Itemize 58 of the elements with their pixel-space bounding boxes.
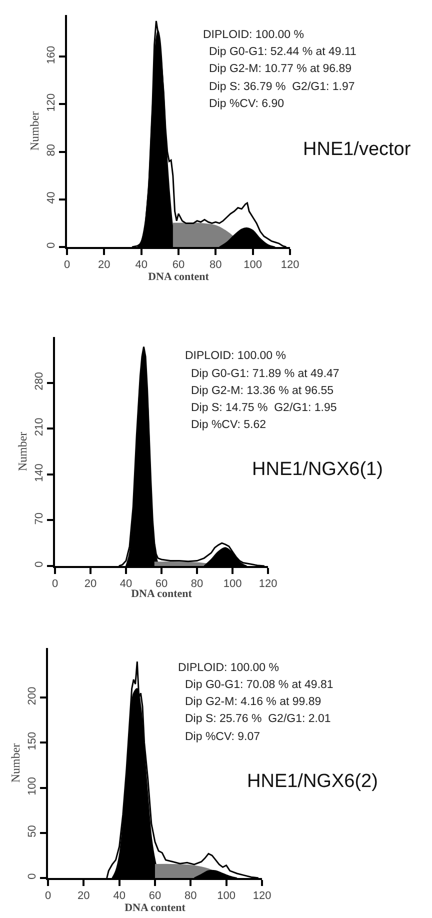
annotation: Dip S: 25.76 % G2/G1: 2.01: [185, 713, 331, 725]
y-tick-label: 200: [26, 686, 39, 706]
y-tick-label: 70: [34, 512, 46, 525]
y-tick-label: 120: [46, 93, 58, 112]
y-tick-label: 210: [34, 418, 46, 436]
y-axis-title: Number: [8, 743, 22, 783]
x-tick-label: 80: [190, 578, 204, 590]
x-tick-label: 120: [280, 259, 300, 272]
annotation: Dip %CV: 5.62: [191, 419, 266, 431]
annotation: Dip G2-M: 10.77 % at 96.89: [209, 63, 352, 75]
annotation: DIPLOID: 100.00 %: [185, 350, 286, 362]
y-tick-label: 0: [46, 242, 58, 248]
y-tick-label: 150: [26, 732, 39, 750]
annotation: Dip G0-G1: 71.89 % at 49.47: [191, 368, 340, 380]
y-tick-label: 0: [34, 561, 46, 568]
y-axis-title: Number: [27, 111, 42, 151]
x-tick-label: 60: [155, 578, 168, 590]
x-tick-label: 0: [64, 259, 70, 272]
x-tick-label: 60: [148, 890, 162, 902]
annotation: Dip G0-G1: 70.08 % at 49.81: [185, 679, 334, 691]
y-tick-label: 280: [34, 372, 46, 390]
x-tick-label: 100: [244, 259, 262, 272]
x-tick-label: 100: [217, 890, 236, 902]
text: HNE1/vector: [303, 139, 412, 160]
annotation: Dip %CV: 9.07: [185, 731, 260, 743]
x-tick-label: 80: [210, 259, 222, 272]
y-tick-label: 100: [26, 776, 39, 796]
y-tick-label: 140: [34, 464, 46, 482]
annotation: DIPLOID: 100.00 %: [178, 662, 279, 674]
x-tick-label: 120: [258, 578, 278, 590]
x-tick-label: 60: [172, 259, 185, 272]
x-tick-label: 40: [135, 259, 148, 272]
x-axis-title: DNA content: [131, 588, 192, 600]
annotation: Dip S: 36.79 % G2/G1: 1.97: [209, 81, 355, 93]
y-tick-label: 0: [26, 873, 39, 880]
x-tick-label: 40: [113, 890, 126, 902]
x-tick-label: 20: [98, 259, 110, 272]
x-axis-title: DNA content: [124, 902, 186, 914]
x-tick-label: 100: [223, 578, 242, 590]
x-tick-label: 40: [120, 578, 132, 590]
annotation: HNE1/NGX6(2): [247, 771, 378, 792]
y-axis-title: Number: [15, 432, 30, 472]
annotation: DIPLOID: 100.00 %: [203, 29, 304, 41]
x-tick-label: 120: [252, 890, 272, 902]
y-tick-label: 50: [26, 825, 39, 838]
annotation: Dip %CV: 6.90: [209, 98, 284, 110]
x-tick-label: 20: [78, 890, 90, 902]
annotation: HNE1/NGX6(1): [252, 459, 383, 480]
x-tick-label: 80: [184, 890, 197, 902]
annotation: Dip G0-G1: 52.44 % at 49.11: [209, 46, 356, 58]
annotation: Dip G2-M: 4.16 % at 99.89: [185, 696, 322, 708]
annotation: Dip S: 14.75 % G2/G1: 1.95: [191, 402, 337, 414]
x-tick-label: 20: [84, 578, 97, 590]
y-tick-label: 80: [46, 144, 58, 156]
annotation: Dip G2-M: 13.36 % at 96.55: [191, 385, 334, 397]
x-axis-title: DNA content: [148, 271, 210, 284]
y-tick-label: 160: [46, 46, 58, 64]
y-tick-label: 40: [46, 192, 58, 204]
